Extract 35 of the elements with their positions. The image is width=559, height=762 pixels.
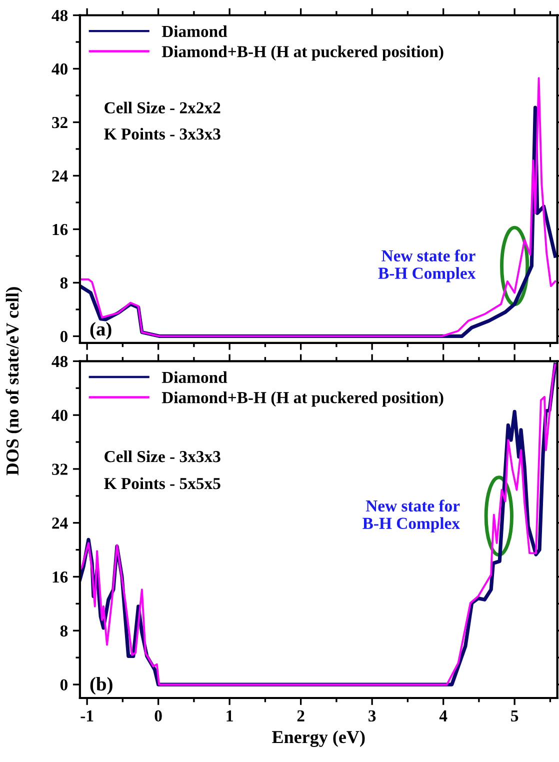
y-tick-label: 40 — [52, 63, 68, 75]
y-tick-label: 0 — [60, 330, 68, 342]
x-tick-label: 4 — [439, 710, 448, 722]
annotation: (a) — [90, 322, 112, 340]
x-tick-label: 2 — [297, 710, 304, 722]
legend-label: Diamond+B-H (H at puckered position) — [162, 392, 444, 407]
y-tick-label: 16 — [52, 571, 68, 583]
y-tick-label: 16 — [52, 224, 68, 236]
x-tick-label: 5 — [511, 710, 518, 722]
x-axis-title: Energy (eV) — [272, 730, 365, 747]
y-tick-label: 48 — [52, 10, 68, 22]
annotation: New state for B-H Complex — [362, 500, 460, 532]
y-tick-label: 0 — [60, 679, 68, 690]
y-tick-label: 8 — [60, 277, 68, 289]
legend-label: Diamond — [162, 371, 228, 384]
y-tick-label: 32 — [52, 464, 68, 475]
x-tick-label: 3 — [368, 710, 376, 722]
y-tick-label: 40 — [52, 410, 68, 422]
legend-label: Diamond — [162, 25, 228, 38]
y-tick-label: 32 — [52, 116, 68, 128]
annotation: K Points - 5x5x5 — [104, 477, 220, 490]
annotation: K Points - 3x3x3 — [104, 128, 220, 140]
y-tick-label: 24 — [52, 170, 68, 182]
y-tick-label: 24 — [52, 518, 68, 529]
x-tick-label: 1 — [226, 710, 233, 722]
y-tick-label: 48 — [52, 356, 68, 368]
annotation: New state for B-H Complex — [378, 250, 476, 282]
y-axis-title: DOS (no of state/eV cell) — [6, 287, 22, 476]
annotation: Cell Size - 2x2x2 — [104, 102, 220, 114]
legend-label: Diamond+B-H (H at puckered position) — [162, 46, 444, 61]
x-tick-label: 0 — [154, 710, 162, 722]
annotation: (b) — [90, 676, 112, 695]
annotation: Cell Size - 3x3x3 — [104, 450, 220, 462]
y-tick-label: 8 — [60, 625, 68, 637]
x-tick-label: -1 — [80, 710, 94, 722]
